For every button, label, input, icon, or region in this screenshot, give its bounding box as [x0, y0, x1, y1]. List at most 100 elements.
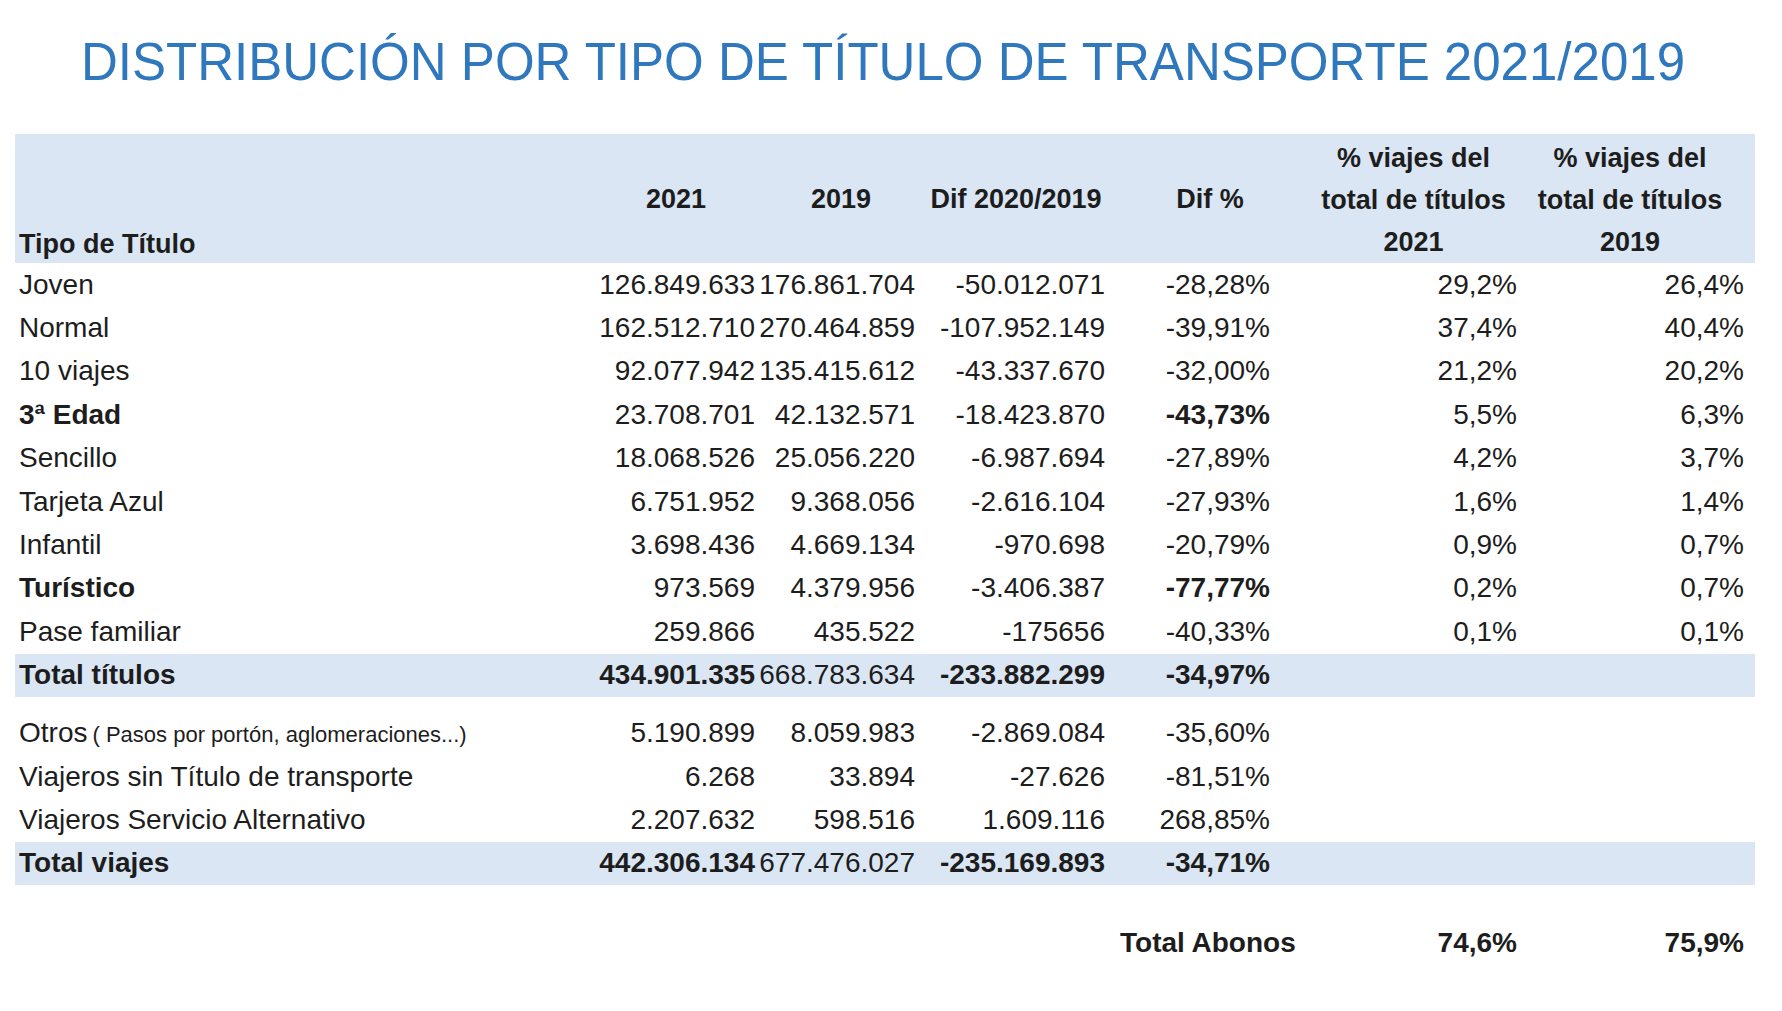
col-dif: -175656 — [920, 610, 1112, 653]
header-pct-titulos-2021: % viajes del total de títulos 2021 — [1278, 134, 1525, 263]
col-2019: 176.861.704 — [762, 263, 920, 306]
col-pct2021: 4,2% — [1278, 437, 1525, 480]
col-2019: 42.132.571 — [762, 393, 920, 436]
col-2019: 598.516 — [762, 798, 920, 841]
col-difpct: -35,60% — [1112, 712, 1278, 755]
col-dif: -233.882.299 — [920, 654, 1112, 697]
row-label: Sencillo — [15, 437, 590, 480]
col-2021: 259.866 — [590, 610, 762, 653]
row-label: Otros( Pasos por portón, aglomeraciones.… — [15, 712, 590, 755]
col-difpct: -77,77% — [1112, 567, 1278, 610]
col-2021: 162.512.710 — [590, 306, 762, 349]
col-2019: 4.379.956 — [762, 567, 920, 610]
row-label: Joven — [15, 263, 590, 306]
header-pct-titulos-2019: % viajes del total de títulos 2019 — [1525, 134, 1755, 263]
col-difpct: 268,85% — [1112, 798, 1278, 841]
col-difpct: -34,97% — [1112, 654, 1278, 697]
col-2021: 92.077.942 — [590, 350, 762, 393]
table-row: 3ª Edad23.708.70142.132.571-18.423.870-4… — [15, 393, 1755, 436]
col-pct2019: 1,4% — [1525, 480, 1755, 523]
row-gap — [15, 697, 1755, 712]
col-pct2021: 0,1% — [1278, 610, 1525, 653]
col-pct2021: 37,4% — [1278, 306, 1525, 349]
col-difpct: -43,73% — [1112, 393, 1278, 436]
col-dif: -43.337.670 — [920, 350, 1112, 393]
col-pct2021: 0,2% — [1278, 567, 1525, 610]
col-dif: -3.406.387 — [920, 567, 1112, 610]
col-difpct: -28,28% — [1112, 263, 1278, 306]
col-2021: 434.901.335 — [590, 654, 762, 697]
col-dif: -18.423.870 — [920, 393, 1112, 436]
row-label: Normal — [15, 306, 590, 349]
col-pct2019: 40,4% — [1525, 306, 1755, 349]
col-pct2019 — [1525, 798, 1755, 841]
col-dif: 1.609.116 — [920, 798, 1112, 841]
table-row: Viajeros sin Título de transporte6.26833… — [15, 755, 1755, 798]
col-pct2021 — [1278, 712, 1525, 755]
col-difpct: -32,00% — [1112, 350, 1278, 393]
col-pct2019: 3,7% — [1525, 437, 1755, 480]
table-body: Joven126.849.633176.861.704-50.012.071-2… — [15, 263, 1755, 885]
table-row: Pase familiar259.866435.522-175656-40,33… — [15, 610, 1755, 653]
header-tipo-de-titulo: Tipo de Título — [15, 134, 590, 263]
col-difpct: -40,33% — [1112, 610, 1278, 653]
header-2021: 2021 — [590, 134, 762, 263]
col-pct2019: 0,1% — [1525, 610, 1755, 653]
col-dif: -50.012.071 — [920, 263, 1112, 306]
table-row: Tarjeta Azul6.751.9529.368.056-2.616.104… — [15, 480, 1755, 523]
col-pct2021 — [1278, 842, 1525, 885]
col-2019: 33.894 — [762, 755, 920, 798]
col-2019: 4.669.134 — [762, 523, 920, 566]
row-label: 10 viajes — [15, 350, 590, 393]
col-dif: -27.626 — [920, 755, 1112, 798]
col-difpct: -81,51% — [1112, 755, 1278, 798]
col-2021: 442.306.134 — [590, 842, 762, 885]
row-label: Infantil — [15, 523, 590, 566]
table-row: Total títulos434.901.335668.783.634-233.… — [15, 654, 1755, 697]
row-label: Viajeros Servicio Alternativo — [15, 798, 590, 841]
col-2019: 135.415.612 — [762, 350, 920, 393]
col-2021: 3.698.436 — [590, 523, 762, 566]
header-2019: 2019 — [762, 134, 920, 263]
row-label: 3ª Edad — [15, 393, 590, 436]
page-title: DISTRIBUCIÓN POR TIPO DE TÍTULO DE TRANS… — [41, 30, 1725, 92]
col-2021: 5.190.899 — [590, 712, 762, 755]
table-row: Otros( Pasos por portón, aglomeraciones.… — [15, 712, 1755, 755]
row-label: Tarjeta Azul — [15, 480, 590, 523]
col-2021: 6.751.952 — [590, 480, 762, 523]
col-pct2019: 26,4% — [1525, 263, 1755, 306]
col-difpct: -34,71% — [1112, 842, 1278, 885]
col-2021: 23.708.701 — [590, 393, 762, 436]
total-abonos-2019: 75,9% — [1525, 922, 1755, 964]
total-abonos-2021: 74,6% — [1278, 922, 1525, 964]
col-2019: 25.056.220 — [762, 437, 920, 480]
total-abonos-label: Total Abonos — [1112, 922, 1278, 964]
col-pct2021: 0,9% — [1278, 523, 1525, 566]
col-2021: 126.849.633 — [590, 263, 762, 306]
table-row: Joven126.849.633176.861.704-50.012.071-2… — [15, 263, 1755, 306]
col-pct2019 — [1525, 712, 1755, 755]
table-row: Viajeros Servicio Alternativo2.207.63259… — [15, 798, 1755, 841]
col-pct2019: 0,7% — [1525, 523, 1755, 566]
table-row: Normal162.512.710270.464.859-107.952.149… — [15, 306, 1755, 349]
row-label: Total viajes — [15, 842, 590, 885]
table-row: 10 viajes92.077.942135.415.612-43.337.67… — [15, 350, 1755, 393]
col-pct2019 — [1525, 654, 1755, 697]
col-2019: 435.522 — [762, 610, 920, 653]
col-pct2019: 20,2% — [1525, 350, 1755, 393]
col-2021: 18.068.526 — [590, 437, 762, 480]
col-2021: 973.569 — [590, 567, 762, 610]
header-dif-pct: Dif % — [1112, 134, 1278, 263]
col-difpct: -27,89% — [1112, 437, 1278, 480]
table-row: Turístico973.5694.379.956-3.406.387-77,7… — [15, 567, 1755, 610]
col-2019: 270.464.859 — [762, 306, 920, 349]
col-difpct: -27,93% — [1112, 480, 1278, 523]
table-row: Total viajes442.306.134677.476.027-235.1… — [15, 842, 1755, 885]
distribution-table: Tipo de Título 2021 2019 Dif 2020/2019 D… — [15, 134, 1755, 964]
col-dif: -235.169.893 — [920, 842, 1112, 885]
col-2019: 8.059.983 — [762, 712, 920, 755]
col-2021: 2.207.632 — [590, 798, 762, 841]
col-2021: 6.268 — [590, 755, 762, 798]
col-pct2019: 6,3% — [1525, 393, 1755, 436]
col-pct2019 — [1525, 842, 1755, 885]
